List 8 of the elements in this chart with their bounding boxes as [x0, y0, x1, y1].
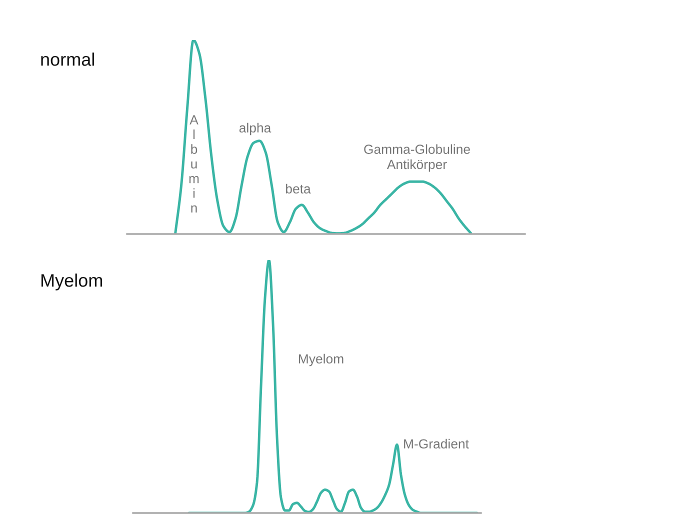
annotation: M-Gradient [404, 438, 469, 449]
annotation: beta [286, 184, 311, 194]
text: normal [41, 52, 94, 66]
annotation: Albumin [189, 115, 199, 212]
text: Myelom [41, 274, 102, 290]
annotation: Gamma-Globuline Antikörper [364, 144, 470, 172]
annotation: Myelom [298, 354, 344, 366]
annotation: alpha [239, 122, 272, 136]
